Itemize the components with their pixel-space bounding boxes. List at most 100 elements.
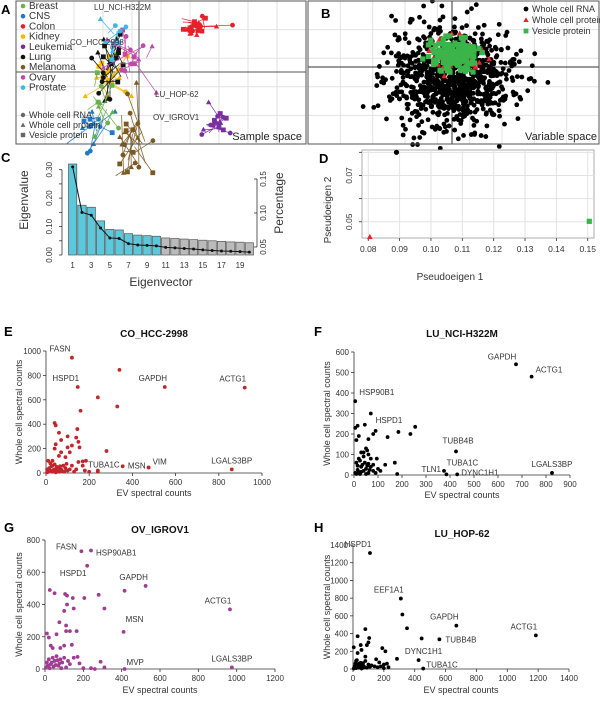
x-tick-label: 0.09	[391, 244, 408, 254]
percentage-point	[89, 213, 93, 217]
variable-point	[417, 135, 423, 140]
legend-label-melanoma: Melanoma	[29, 62, 76, 73]
y-tick-label: 0.20	[45, 190, 54, 206]
data-point	[102, 606, 107, 611]
variable-point	[422, 35, 428, 41]
x-tick-label: 17	[217, 261, 226, 270]
variable-point	[404, 53, 410, 59]
point-label-tubb4b: TUBB4B	[442, 436, 473, 445]
data-point	[62, 643, 67, 648]
variable-point	[420, 56, 426, 62]
sample-point	[96, 90, 102, 96]
variable-point	[436, 41, 442, 47]
data-point	[385, 661, 389, 666]
variable-point	[488, 64, 493, 69]
chart-title: LU_HOP-62	[434, 529, 489, 540]
bar-16	[207, 240, 217, 256]
variable-point	[461, 47, 468, 54]
variable-point	[455, 136, 461, 142]
variable-point	[484, 62, 490, 68]
chart-title: OV_IGROV1	[131, 525, 189, 536]
variable-point	[394, 69, 399, 74]
sample-point	[220, 127, 226, 133]
data-point	[371, 432, 376, 436]
bar-5	[105, 229, 115, 256]
panel-c-xlabel: Eigenvector	[129, 275, 192, 289]
data-point	[413, 424, 418, 429]
legend-marker	[20, 44, 26, 50]
sample-point	[122, 51, 128, 57]
bar-1	[68, 163, 78, 256]
data-point	[366, 640, 371, 645]
data-point	[77, 661, 82, 666]
variable-point	[394, 85, 400, 91]
y2-tick-label: 0.15	[259, 171, 268, 187]
variable-point	[452, 40, 458, 46]
panel-d-xlabel: Pseudoeigen 1	[417, 272, 484, 283]
y-tick-label: 0	[344, 665, 349, 674]
variable-point	[475, 74, 481, 79]
sample-point	[150, 170, 156, 176]
variable-point	[495, 80, 501, 86]
sample-point	[150, 138, 156, 144]
percentage-point	[173, 246, 177, 250]
panel-label-d: D	[319, 151, 328, 166]
bar-2	[77, 204, 87, 256]
variable-point	[425, 117, 431, 123]
variable-point	[429, 104, 434, 110]
variable-point	[472, 31, 478, 37]
variable-point	[449, 56, 455, 63]
panel-label-f: F	[314, 324, 322, 339]
variable-point	[446, 99, 452, 105]
y-tick-label: 0.30	[45, 161, 54, 177]
variable-point	[505, 45, 511, 51]
data-point	[102, 665, 107, 670]
variable-point	[474, 107, 480, 112]
variable-point	[493, 69, 499, 75]
variable-point	[416, 37, 422, 43]
variable-point	[434, 72, 440, 78]
data-point	[52, 446, 57, 451]
panel-c-body: 0.000.100.200.300.050.100.151 3 5 7 9 11 13 15 1…	[45, 161, 268, 270]
percentage-point	[247, 250, 251, 254]
variable-point	[433, 58, 439, 64]
labeled-point	[437, 637, 442, 642]
variable-point	[518, 48, 524, 54]
variable-point	[483, 111, 489, 117]
data-point	[72, 469, 76, 474]
legend-label-colon: Colon	[29, 21, 55, 32]
variable-point	[405, 106, 411, 112]
bar-19	[235, 241, 245, 256]
data-point	[59, 450, 64, 455]
variable-point	[411, 89, 416, 95]
legend-marker	[523, 28, 529, 34]
variable-point	[419, 119, 425, 125]
variable-point	[514, 102, 520, 108]
variable-point	[464, 60, 470, 66]
variable-point	[502, 121, 507, 127]
data-point	[355, 634, 360, 639]
variable-point	[525, 88, 531, 94]
point-label-vim: VIM	[153, 458, 168, 467]
data-point	[351, 645, 356, 650]
sample-point	[109, 109, 116, 115]
panel-a-corner-label: Sample space	[232, 131, 302, 143]
variable-point	[412, 96, 418, 102]
data-point	[70, 463, 74, 468]
y2-tick-label: 0.10	[259, 205, 268, 221]
y-tick-label: 200	[335, 647, 349, 656]
variable-point	[388, 50, 394, 56]
variable-point	[496, 144, 502, 149]
sample-link	[207, 125, 231, 134]
variable-point	[416, 62, 422, 68]
y-axis-label: Whole cell spectral counts	[322, 554, 332, 659]
variable-point	[428, 40, 434, 46]
panel-label-h: H	[314, 520, 323, 535]
labeled-point	[146, 465, 151, 470]
sample-point	[153, 89, 160, 95]
point-label-eef1a1: EEF1A1	[374, 586, 404, 595]
data-point	[98, 659, 103, 664]
variable-point	[410, 142, 416, 147]
variable-point	[513, 91, 519, 97]
sample-point	[84, 150, 90, 156]
